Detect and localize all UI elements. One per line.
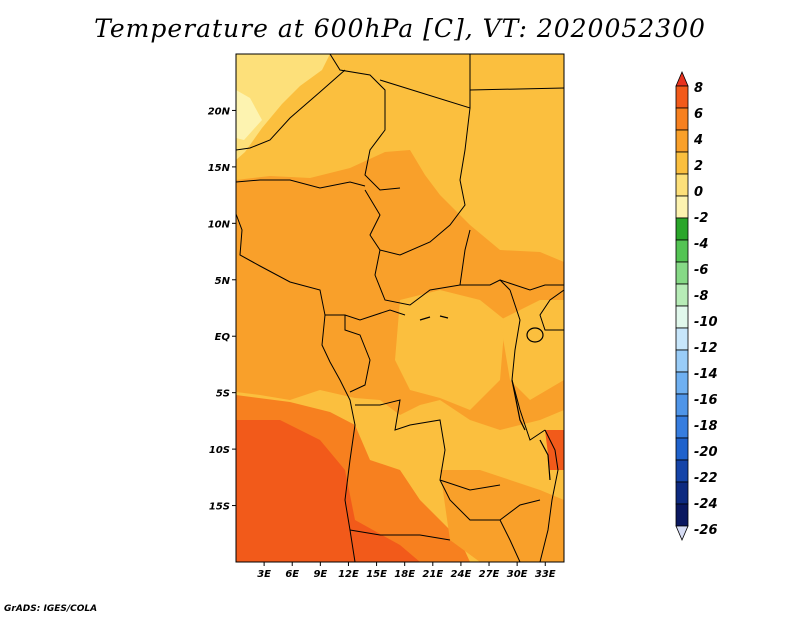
region-north-coolest xyxy=(236,90,262,140)
country-borders xyxy=(236,54,564,562)
colorbar-box xyxy=(675,327,689,351)
longitude-axis: 3E 6E 9E 12E 15E 18E 21E 24E 27E 30E 33E xyxy=(257,562,556,580)
colorbar-label: 6 xyxy=(694,107,703,122)
lon-tick-label: 3E xyxy=(257,569,271,580)
colorbar-box xyxy=(675,107,689,131)
lat-tick-label: 15N xyxy=(208,163,231,174)
lat-tick-label: 10S xyxy=(209,445,230,456)
colorbar-label: -18 xyxy=(694,419,718,434)
colorbar-label: -16 xyxy=(694,393,718,408)
colorbar: 8 6 4 2 0 -2 -4 -6 -8 -10 -12 -14 -16 -18 -20 -22 -24 -26 xyxy=(675,70,718,542)
map-frame xyxy=(235,53,565,563)
region-congo-mild xyxy=(395,290,505,410)
colorbar-label: -12 xyxy=(694,341,718,356)
colorbar-label: -20 xyxy=(694,445,718,460)
colorbar-top-triangle xyxy=(675,70,689,87)
region-east-mild xyxy=(500,300,564,400)
lon-tick-label: 12E xyxy=(338,569,359,580)
colorbar-label: -14 xyxy=(694,367,718,382)
lat-tick-label: 20N xyxy=(208,106,231,117)
colorbar-box xyxy=(675,349,689,373)
colorbar-box xyxy=(675,437,689,461)
colorbar-bottom-triangle xyxy=(675,525,689,542)
colorbar-box xyxy=(675,481,689,505)
colorbar-label: -10 xyxy=(694,315,718,330)
colorbar-label: 2 xyxy=(694,159,703,174)
colorbar-box xyxy=(675,129,689,153)
lat-tick-label: EQ xyxy=(215,332,231,343)
colorbar-label: 4 xyxy=(693,133,703,148)
latitude-axis: 20N 15N 10N 5N EQ 5S 10S 15S xyxy=(208,106,236,513)
region-southeast-warm xyxy=(440,470,564,562)
colorbar-label: -26 xyxy=(694,523,718,538)
plot-title: Temperature at 600hPa [C], VT: 202005230… xyxy=(94,14,706,43)
lat-tick-label: 10N xyxy=(208,219,231,230)
lat-tick-label: 5N xyxy=(215,276,231,287)
lat-tick-label: 5S xyxy=(216,389,230,400)
colorbar-box xyxy=(675,151,689,175)
lon-tick-label: 6E xyxy=(285,569,299,580)
colorbar-box xyxy=(675,459,689,483)
lon-tick-label: 18E xyxy=(394,569,415,580)
colorbar-box xyxy=(675,305,689,329)
colorbar-label: 0 xyxy=(694,185,703,200)
colorbar-box xyxy=(675,261,689,285)
colorbar-box xyxy=(675,503,689,527)
lon-tick-label: 15E xyxy=(366,569,387,580)
lon-tick-label: 27E xyxy=(479,569,500,580)
lon-tick-label: 33E xyxy=(535,569,556,580)
colorbar-box xyxy=(675,217,689,241)
colorbar-label: -2 xyxy=(694,211,708,226)
colorbar-box xyxy=(675,195,689,219)
colorbar-box xyxy=(675,415,689,439)
temperature-field xyxy=(236,54,564,562)
colorbar-label: -8 xyxy=(694,289,708,304)
colorbar-label: -24 xyxy=(694,497,718,512)
lon-tick-label: 30E xyxy=(507,569,528,580)
colorbar-box xyxy=(675,173,689,197)
colorbar-box xyxy=(675,239,689,263)
colorbar-box xyxy=(675,283,689,307)
colorbar-label: -4 xyxy=(694,237,708,252)
lon-tick-label: 9E xyxy=(313,569,327,580)
colorbar-label: -22 xyxy=(694,471,718,486)
colorbar-label: 8 xyxy=(694,81,703,96)
colorbar-label: -6 xyxy=(694,263,708,278)
grads-credit: GrADS: IGES/COLA xyxy=(4,604,98,614)
lon-tick-label: 24E xyxy=(451,569,472,580)
lat-tick-label: 15S xyxy=(209,502,230,513)
region-southwest-hottest xyxy=(236,420,420,562)
lake-outlines xyxy=(419,315,551,481)
colorbar-box xyxy=(675,371,689,395)
region-north-sahara-cool xyxy=(236,54,330,160)
colorbar-box xyxy=(675,393,689,417)
lon-tick-label: 21E xyxy=(422,569,443,580)
colorbar-box xyxy=(675,85,689,109)
